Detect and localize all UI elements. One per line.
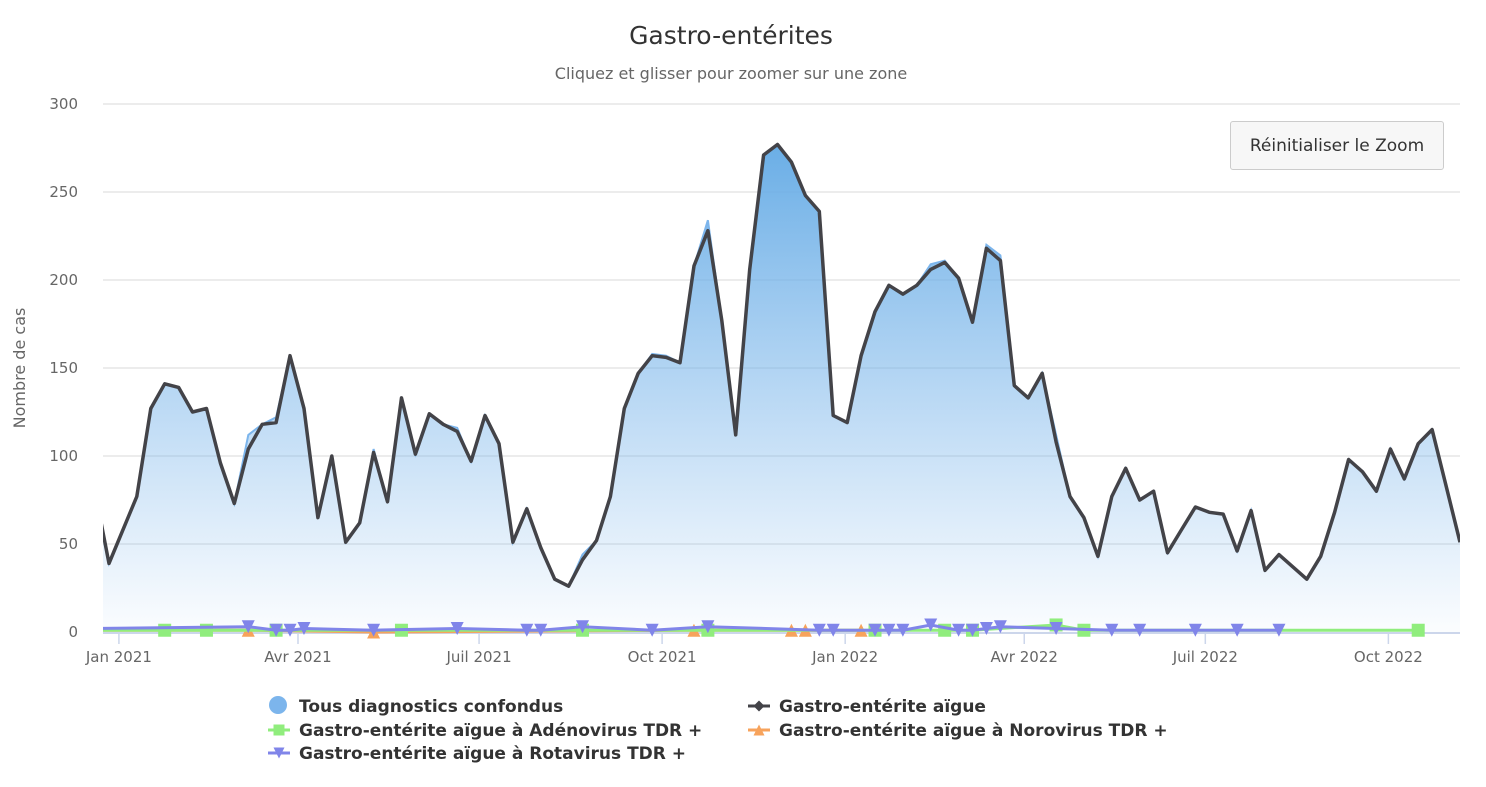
legend-label: Gastro-entérite aïgue xyxy=(779,697,986,717)
data-point xyxy=(576,620,590,634)
data-point xyxy=(882,623,896,637)
x-tick-label: Avr 2021 xyxy=(264,648,331,666)
data-point xyxy=(1049,621,1063,635)
y-axis-title: Nombre de cas xyxy=(10,308,29,429)
series-line xyxy=(103,623,1279,632)
x-axis: Jan 2021 Avr 2021 Juil 2021 Oct 2021 Jan 202… xyxy=(85,632,1460,666)
data-point xyxy=(158,623,172,637)
legend-symbol-icon xyxy=(753,724,765,736)
chart-subtitle: Cliquez et glisser pour zoomer sur une z… xyxy=(555,64,907,83)
data-point xyxy=(868,623,882,637)
series-line xyxy=(103,142,1460,588)
y-tick-label: 250 xyxy=(49,183,78,201)
data-point xyxy=(89,624,102,637)
legend-symbol-icon xyxy=(753,700,765,712)
data-point xyxy=(896,623,910,637)
data-point xyxy=(966,623,980,637)
legend-symbol-icon xyxy=(269,696,287,714)
y-tick-label: 200 xyxy=(49,271,78,289)
legend-symbol-icon xyxy=(273,747,285,759)
data-point xyxy=(1411,623,1425,637)
legend-label: Gastro-entérite aïgue à Adénovirus TDR + xyxy=(299,721,702,741)
data-point xyxy=(701,620,715,634)
data-point xyxy=(1188,623,1202,637)
data-point xyxy=(645,623,659,637)
chart-title: Gastro-entérites xyxy=(629,21,833,50)
data-point xyxy=(952,623,966,637)
data-point xyxy=(979,621,993,635)
legend-item[interactable]: Tous diagnostics confondus xyxy=(269,696,563,717)
legend-label: Gastro-entérite aïgue à Norovirus TDR + xyxy=(779,721,1168,741)
data-point xyxy=(367,623,381,637)
data-point xyxy=(534,623,548,637)
legend-item[interactable]: Gastro-entérite aïgue à Norovirus TDR + xyxy=(748,721,1168,741)
data-point xyxy=(993,620,1007,634)
data-point xyxy=(812,623,826,637)
data-point xyxy=(826,623,840,637)
y-tick-label: 300 xyxy=(49,95,78,113)
data-point xyxy=(89,622,102,635)
legend-symbol-icon xyxy=(273,724,285,736)
data-point xyxy=(520,623,534,637)
plot-area[interactable] xyxy=(89,142,1460,639)
x-tick-label: Jan 2022 xyxy=(811,648,878,666)
data-point xyxy=(297,621,311,635)
legend: Tous diagnostics confondus Gastro-entérit… xyxy=(268,696,1168,764)
y-tick-label: 150 xyxy=(49,359,78,377)
legend-item[interactable]: Gastro-entérite aïgue xyxy=(748,697,986,717)
data-point xyxy=(283,623,297,637)
data-point xyxy=(89,624,102,637)
x-tick-label: Juil 2022 xyxy=(1172,648,1238,666)
x-tick-label: Juil 2021 xyxy=(445,648,511,666)
data-point xyxy=(269,623,283,637)
y-axis: 0 50 100 150 200 250 300 xyxy=(49,95,78,641)
x-tick-label: Oct 2021 xyxy=(628,648,697,666)
data-point xyxy=(1133,623,1147,637)
data-point xyxy=(1105,623,1119,637)
legend-label: Tous diagnostics confondus xyxy=(299,697,563,717)
series-1 xyxy=(103,142,1460,588)
reset-zoom-button[interactable]: Réinitialiser le Zoom xyxy=(1230,121,1444,170)
data-point xyxy=(241,620,255,634)
series-4 xyxy=(89,618,1286,637)
y-tick-label: 100 xyxy=(49,447,78,465)
y-tick-label: 0 xyxy=(68,623,78,641)
x-tick-label: Oct 2022 xyxy=(1354,648,1423,666)
data-point xyxy=(450,621,464,635)
legend-label: Gastro-entérite aïgue à Rotavirus TDR + xyxy=(299,744,686,764)
data-point xyxy=(1230,623,1244,637)
data-point xyxy=(924,618,938,632)
x-tick-label: Jan 2021 xyxy=(85,648,152,666)
area-fill xyxy=(103,144,1460,632)
data-point xyxy=(1272,623,1286,637)
legend-item[interactable]: Gastro-entérite aïgue à Adénovirus TDR + xyxy=(268,721,702,741)
y-tick-label: 50 xyxy=(59,535,78,553)
legend-item[interactable]: Gastro-entérite aïgue à Rotavirus TDR + xyxy=(268,744,686,764)
x-tick-label: Avr 2022 xyxy=(991,648,1058,666)
